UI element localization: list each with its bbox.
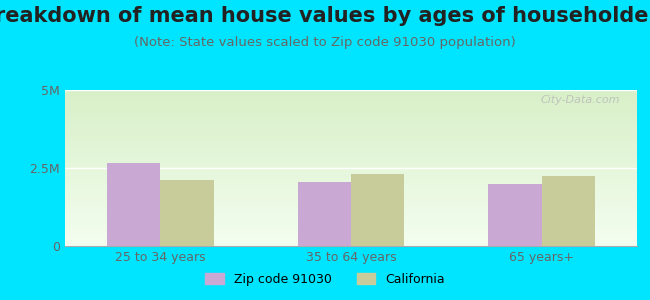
Bar (541, 176, 595, 246)
Bar (488, 184, 541, 246)
Text: (Note: State values scaled to Zip code 91030 population): (Note: State values scaled to Zip code 9… (134, 36, 516, 49)
Bar (107, 163, 161, 246)
Bar (351, 174, 404, 246)
Text: City-Data.com: City-Data.com (540, 95, 620, 105)
Bar (298, 182, 351, 246)
Legend: Zip code 91030, California: Zip code 91030, California (200, 268, 450, 291)
Text: Breakdown of mean house values by ages of householders: Breakdown of mean house values by ages o… (0, 6, 650, 26)
Bar (161, 181, 214, 246)
